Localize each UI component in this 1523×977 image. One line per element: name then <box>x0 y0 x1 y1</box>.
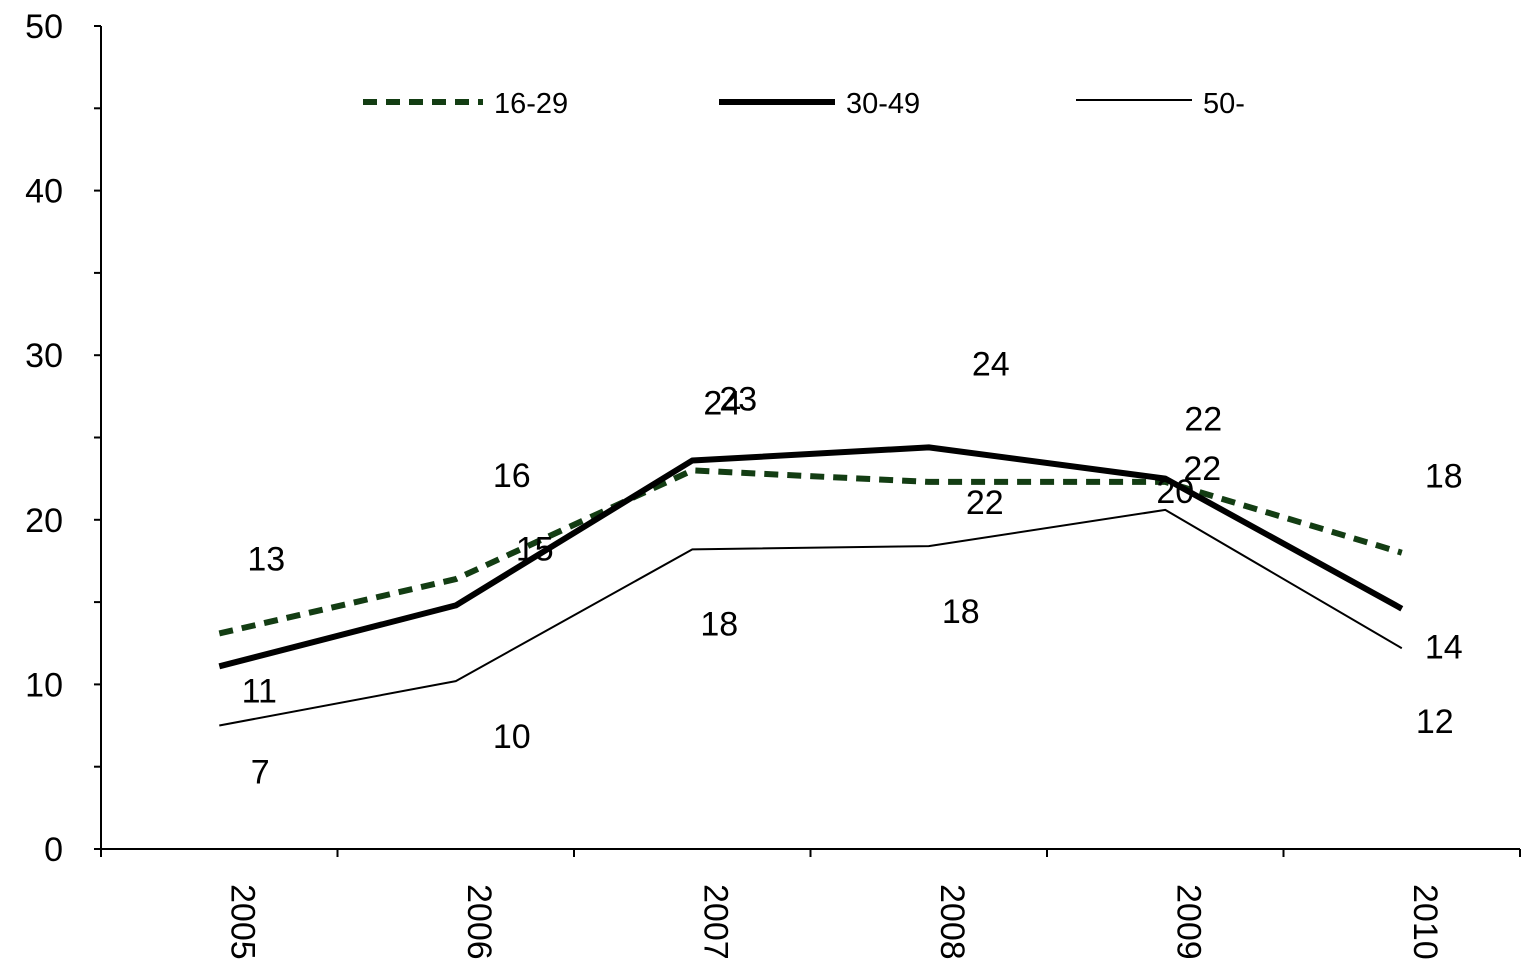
data-labels: 13 16 23 22 22 18 11 15 24 24 22 14 7 10 18 18 20 12 <box>242 345 1463 791</box>
x-tick-label: 2005 <box>223 884 261 960</box>
y-axis-ticks: 0 10 20 30 40 50 <box>25 8 101 869</box>
x-axis-ticks: 2005 2006 2007 2008 2009 2010 <box>100 849 1521 960</box>
data-label: 7 <box>251 754 270 792</box>
data-label: 13 <box>247 540 285 578</box>
legend-item: 30-49 <box>719 88 920 120</box>
y-tick-label: 50 <box>25 8 63 46</box>
legend: 16-29 30-49 50- <box>363 88 1245 120</box>
y-tick-label: 10 <box>25 666 63 704</box>
x-tick-label: 2009 <box>1169 884 1207 960</box>
data-label: 22 <box>1183 450 1221 488</box>
data-label: 16 <box>493 457 531 495</box>
series-line-50 <box>219 508 1403 727</box>
legend-label: 16-29 <box>494 88 568 120</box>
y-tick-label: 40 <box>25 173 63 211</box>
data-label: 14 <box>1425 629 1463 667</box>
x-tick-label: 2006 <box>460 884 498 960</box>
data-label: 18 <box>700 605 738 643</box>
x-tick-label: 2008 <box>933 884 971 960</box>
legend-label: 30-49 <box>846 88 920 120</box>
series-layer <box>218 444 1404 727</box>
series-line-30-49 <box>218 444 1404 670</box>
y-tick-label: 0 <box>44 831 63 869</box>
data-label: 22 <box>1184 401 1222 439</box>
series-line-16-29 <box>218 467 1403 637</box>
legend-label: 50- <box>1203 88 1245 120</box>
data-label: 22 <box>966 484 1004 522</box>
data-label: 10 <box>493 718 531 756</box>
data-label: 24 <box>972 345 1010 383</box>
y-tick-label: 30 <box>25 337 63 375</box>
data-label: 18 <box>942 593 980 631</box>
y-tick-label: 20 <box>25 502 63 540</box>
data-label: 15 <box>516 530 554 568</box>
data-label: 23 <box>719 380 757 418</box>
data-label: 18 <box>1425 458 1463 496</box>
legend-item: 16-29 <box>363 88 568 120</box>
data-label: 24 <box>703 385 741 423</box>
data-label: 11 <box>242 672 277 710</box>
legend-item: 50- <box>1076 88 1245 120</box>
data-label: 20 <box>1156 473 1194 511</box>
x-tick-label: 2010 <box>1406 884 1444 960</box>
data-label: 12 <box>1416 703 1454 741</box>
x-tick-label: 2007 <box>696 884 734 960</box>
